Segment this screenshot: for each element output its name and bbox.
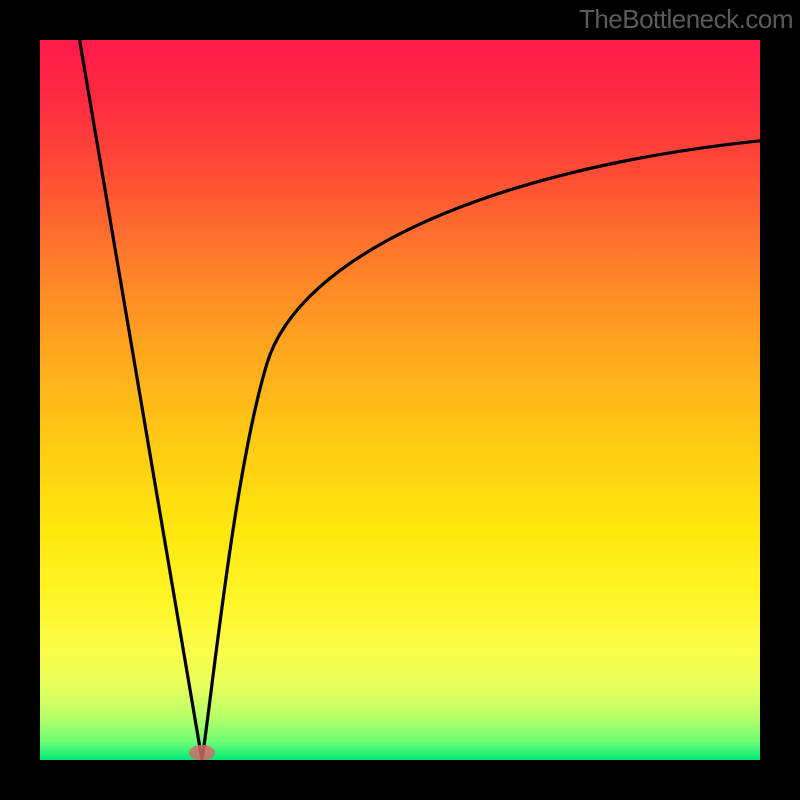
plot-area (40, 40, 760, 760)
plot-svg (40, 40, 760, 760)
gradient-background (40, 40, 760, 760)
watermark-text: TheBottleneck.com (579, 4, 793, 35)
vertex-marker (189, 745, 215, 760)
